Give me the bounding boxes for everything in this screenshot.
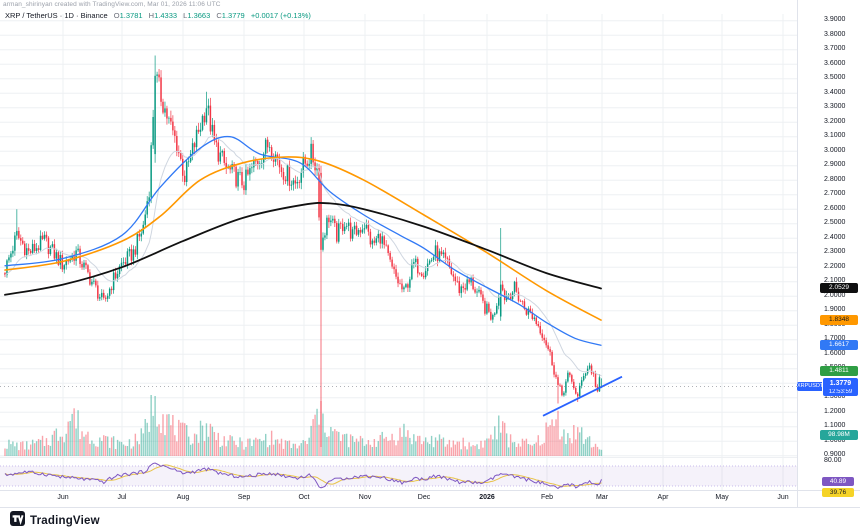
ma-fast-value-badge: 1.4811 <box>820 366 858 376</box>
close-value: 1.3779 <box>221 11 245 20</box>
last-price-badge: 1.3779 12:53:59 <box>823 378 858 396</box>
price-axis-label: 1.6000 <box>824 349 846 357</box>
price-axis-label: 1.0000 <box>824 436 846 444</box>
ma-orange-value-badge: 1.8348 <box>820 315 858 325</box>
price-axis-label: 0.9000 <box>824 451 846 459</box>
price-axis-label: 3.1000 <box>824 132 846 140</box>
tradingview-logo-icon <box>10 511 25 531</box>
tradingview-brand-text: TradingView <box>30 515 100 527</box>
high-value: 1.4333 <box>154 11 178 20</box>
time-axis-label: Dec <box>417 494 431 501</box>
price-axis-label: 2.8000 <box>824 175 846 183</box>
volume-value-badge: 98.98M <box>820 430 858 440</box>
ma-black-value-badge: 2.0529 <box>820 283 858 293</box>
time-axis-label: Jun <box>57 494 69 501</box>
price-axis-label: 3.9000 <box>824 16 846 24</box>
open-value: 1.3781 <box>119 11 143 20</box>
time-axis-label: Jul <box>117 494 127 501</box>
time-axis-label: May <box>715 494 729 501</box>
time-axis-label: 2026 <box>479 494 495 501</box>
price-axis-label: 2.4000 <box>824 233 846 241</box>
time-axis-label: Apr <box>657 494 669 501</box>
rsi-scale-label: 80.00 <box>824 457 842 464</box>
ma-blue-value-badge: 1.6617 <box>820 340 858 350</box>
price-axis-label: 2.0000 <box>824 291 846 299</box>
low-value: 1.3663 <box>187 11 211 20</box>
price-axis-label: 1.7000 <box>824 335 846 343</box>
price-axis-label: 1.9000 <box>824 306 846 314</box>
time-axis-label: Feb <box>540 494 554 501</box>
price-axis-label: 2.5000 <box>824 219 846 227</box>
close-label: C <box>216 11 222 20</box>
price-axis-label: 1.2000 <box>824 407 846 415</box>
high-label: H <box>148 11 155 20</box>
tradingview-attribution-link[interactable]: TradingView <box>10 511 100 531</box>
price-axis-label: 2.1000 <box>824 277 846 285</box>
rsi-value-badge: 40.89 <box>822 477 854 486</box>
last-price-value: 1.3779 <box>829 380 852 387</box>
time-axis-label: Aug <box>176 494 190 501</box>
time-axis-label: Jun <box>777 494 789 501</box>
time-axis-label: Mar <box>595 494 609 501</box>
price-axis-label: 1.1000 <box>824 422 846 430</box>
price-axis-label: 2.3000 <box>824 248 846 256</box>
symbol-tag-badge: XRPUSDT <box>797 382 824 391</box>
bar-countdown: 12:53:59 <box>828 389 853 395</box>
price-axis-label: 2.2000 <box>824 262 846 270</box>
price-axis-label: 3.3000 <box>824 103 846 111</box>
price-axis-label: 3.8000 <box>824 30 846 38</box>
rsi-ma-value-badge: 39.76 <box>822 488 854 497</box>
price-axis-label: 3.5000 <box>824 74 846 82</box>
price-axis-label: 3.7000 <box>824 45 846 53</box>
time-axis-label: Nov <box>358 494 372 501</box>
chart-legend: arman_shirinyan created with TradingView… <box>3 1 311 20</box>
price-axis-label: 2.9000 <box>824 161 846 169</box>
open-label: O <box>113 11 120 20</box>
price-axis-label: 2.6000 <box>824 204 846 212</box>
time-axis-label: Sep <box>237 494 251 501</box>
price-axis-label: 3.0000 <box>824 146 846 154</box>
time-axis-label: Oct <box>298 494 310 501</box>
symbol-title: XRP / TetherUS · 1D · Binance <box>5 11 108 20</box>
price-axis-label: 3.2000 <box>824 117 846 125</box>
low-label: L <box>183 11 188 20</box>
price-axis-label: 3.4000 <box>824 88 846 96</box>
symbol-legend[interactable]: XRP / TetherUS · 1D · Binance O1.3781 H1… <box>5 11 311 20</box>
price-axis-label: 2.7000 <box>824 190 846 198</box>
price-axis-label: 1.3000 <box>824 393 846 401</box>
change-value: +0.0017 (+0.13%) <box>250 11 311 20</box>
price-axis-label: 3.6000 <box>824 59 846 67</box>
attribution-text: arman_shirinyan created with TradingView… <box>3 1 221 8</box>
